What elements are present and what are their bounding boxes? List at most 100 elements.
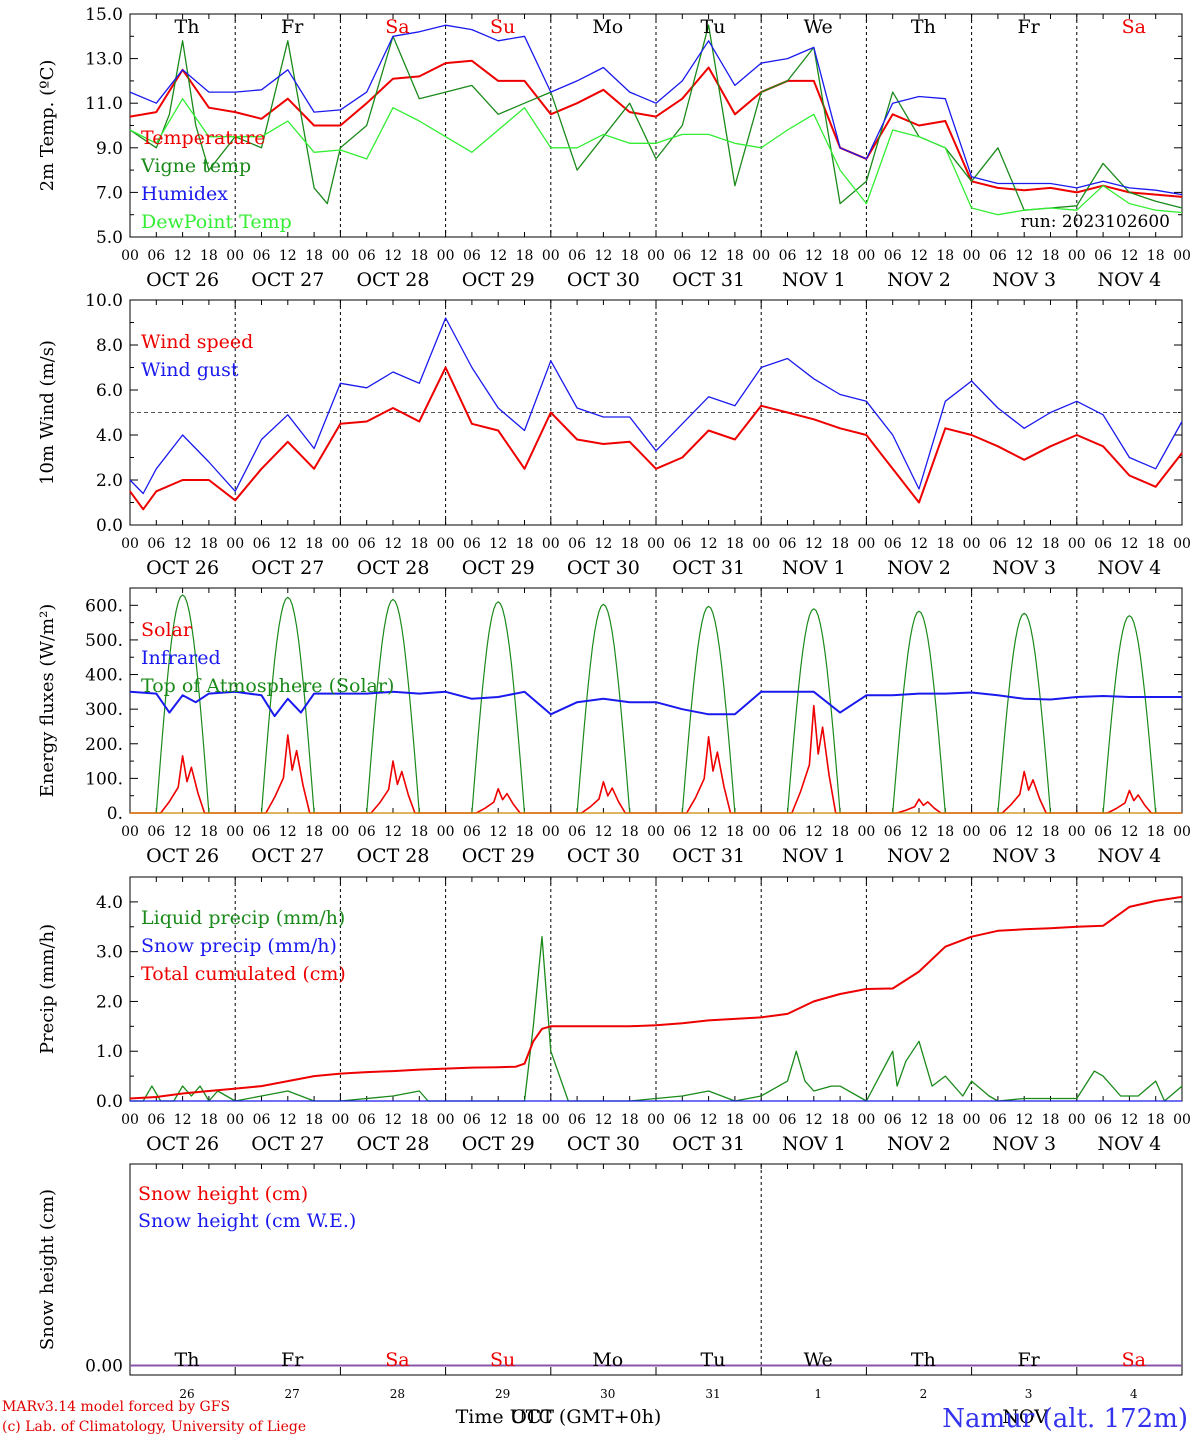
hour-label: 18 [410,824,428,840]
toa-solar-day-8 [997,612,1052,814]
day-name: Th [911,16,936,38]
y-tick-label: 10.0 [85,291,123,311]
hour-label: 12 [700,824,718,840]
hour-label: 12 [594,824,612,840]
hour-label: 12 [384,1112,402,1128]
day-name-bottom: Sa [385,1349,409,1371]
hour-label: 12 [384,824,402,840]
hour-label: 12 [594,248,612,264]
y-axis-label: 10m Wind (m/s) [37,340,58,485]
hour-label: 00 [121,824,139,840]
day-number: 30 [600,1387,615,1401]
y-tick-label: 0.0 [96,1092,123,1112]
hour-label: 00 [121,1112,139,1128]
date-label: NOV 1 [782,557,846,579]
toa-solar-day-6 [786,608,841,814]
legend-2: Humidex [141,183,228,205]
hour-label: 00 [1173,248,1191,264]
y-axis-label: 2m Temp. (ºC) [37,60,58,192]
y-axis-label: Snow height (cm) [37,1189,58,1350]
day-name-bottom: Su [490,1349,515,1371]
hour-label: 06 [568,824,586,840]
hour-label: 06 [884,824,902,840]
hour-label: 12 [1015,536,1033,552]
hour-label: 06 [463,536,481,552]
hour-label: 12 [1015,824,1033,840]
hour-label: 06 [358,536,376,552]
legend-1: Vigne temp [140,155,251,177]
hour-label: 12 [1120,248,1138,264]
toa-solar-day-0 [155,594,210,814]
hour-label: 18 [305,248,323,264]
hour-label: 12 [805,1112,823,1128]
hour-label: 00 [1068,248,1086,264]
hour-label: 06 [463,824,481,840]
y-tick-label: 5.0 [96,228,123,248]
hour-label: 06 [463,1112,481,1128]
day-number: 26 [179,1387,194,1401]
hour-label: 18 [200,536,218,552]
hour-label: 12 [1120,536,1138,552]
hour-label: 00 [857,536,875,552]
date-label: NOV 3 [992,845,1056,867]
y-tick-label: 2.0 [96,992,123,1012]
y-tick-label: 400. [85,666,123,686]
day-number: 28 [390,1387,405,1401]
day-number: 3 [1025,1387,1033,1401]
panel-wind [129,299,1183,526]
hour-label: 18 [200,824,218,840]
y-tick-label: 13.0 [85,50,123,70]
station-name: Namur (alt. 172m) [942,1404,1188,1434]
hour-label: 06 [1094,536,1112,552]
hour-label: 06 [779,824,797,840]
y-tick-label: 8.0 [96,336,123,356]
date-label: NOV 3 [992,1133,1056,1155]
hour-label: 00 [1173,536,1191,552]
hour-label: 00 [1068,1112,1086,1128]
hour-label: 00 [857,1112,875,1128]
hour-label: 12 [489,536,507,552]
hour-label: 00 [752,824,770,840]
hour-label: 06 [568,1112,586,1128]
date-label: NOV 1 [782,269,846,291]
hour-label: 06 [463,248,481,264]
hour-label: 18 [1147,536,1165,552]
hour-label: 06 [989,248,1007,264]
day-name: Su [490,16,515,38]
hour-label: 12 [279,248,297,264]
hour-label: 18 [1042,1112,1060,1128]
hour-label: 18 [1147,248,1165,264]
y-axis-label: Energy fluxes (W/m²) [37,604,58,798]
hour-label: 18 [200,1112,218,1128]
day-name: Th [175,16,200,38]
hour-label: 18 [621,1112,639,1128]
hour-label: 12 [174,824,192,840]
hour-label: 06 [673,536,691,552]
hour-label: 00 [121,248,139,264]
hour-label: 00 [542,248,560,264]
date-label: OCT 27 [251,557,324,579]
hour-label: 18 [1147,1112,1165,1128]
hour-label: 12 [594,536,612,552]
hour-label: 18 [621,536,639,552]
day-name: Fr [1017,16,1040,38]
hour-label: 06 [779,536,797,552]
date-label: OCT 31 [672,557,745,579]
panel-energy [129,587,1183,814]
hour-label: 18 [305,824,323,840]
hour-label: 18 [1042,536,1060,552]
date-label: OCT 28 [356,845,429,867]
hour-label: 18 [516,824,534,840]
day-name: Sa [385,16,409,38]
hour-label: 00 [647,1112,665,1128]
date-label: NOV 2 [887,557,951,579]
day-number: 2 [920,1387,928,1401]
hour-label: 18 [516,536,534,552]
hour-label: 00 [331,824,349,840]
hour-label: 12 [489,824,507,840]
hour-label: 06 [989,1112,1007,1128]
series-1 [129,24,1183,211]
day-number: 27 [285,1387,300,1401]
hour-label: 00 [121,536,139,552]
